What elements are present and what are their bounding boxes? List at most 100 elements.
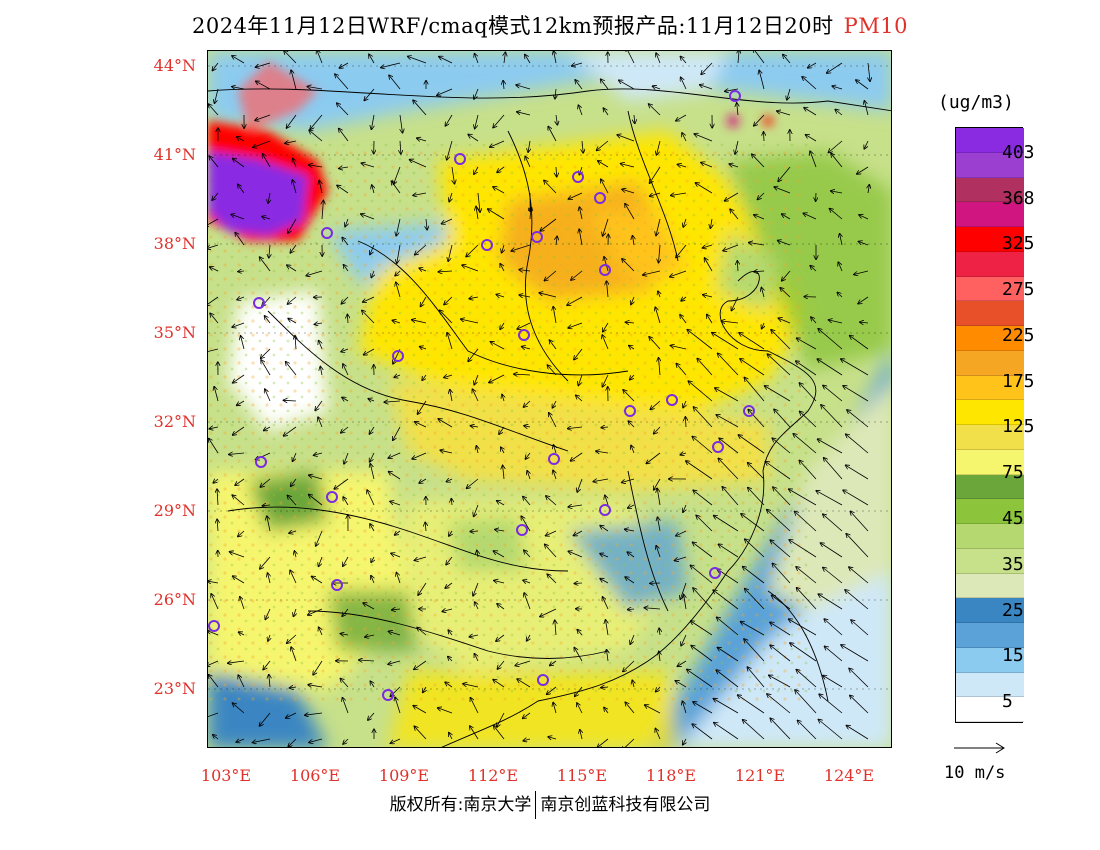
wind-arrow [818, 594, 843, 610]
wind-arrow [694, 134, 713, 142]
wind-arrow [743, 567, 765, 584]
wind-arrow [600, 526, 609, 532]
lon-label: 115°E [556, 766, 608, 785]
wind-arrow [265, 316, 271, 324]
wind-arrow [683, 738, 686, 745]
wind-arrow [364, 348, 375, 355]
wind-arrow [554, 51, 556, 64]
wind-arrow [288, 296, 297, 304]
colorbar-label: 325 [1002, 233, 1035, 254]
wind-arrow [493, 680, 505, 688]
wind-arrow [209, 427, 219, 429]
wind-arrow [767, 694, 791, 714]
wind-arrow [391, 553, 401, 558]
wind-arrow [649, 104, 661, 116]
wind-arrow [290, 244, 297, 253]
wind-arrow [342, 238, 349, 246]
wind-arrow [472, 389, 479, 402]
wind-arrow [462, 265, 479, 272]
wind-arrow [690, 565, 713, 584]
wind-arrow [287, 265, 297, 272]
wind-arrow [213, 479, 219, 483]
wind-arrow [703, 245, 713, 248]
wind-arrow [425, 522, 426, 532]
wind-arrow [447, 333, 453, 350]
wind-arrow [490, 140, 505, 147]
city-marker [599, 504, 611, 516]
wind-arrow [286, 712, 297, 718]
forecast-map[interactable] [207, 50, 892, 748]
wind-arrow [294, 551, 296, 558]
wind-arrow [470, 726, 479, 740]
wind-arrow [545, 544, 557, 558]
wind-arrow [293, 452, 297, 461]
wind-arrow [681, 634, 687, 646]
wind-arrow [392, 320, 401, 323]
wind-arrow [284, 426, 297, 436]
wind-arrow [261, 360, 271, 376]
wind-arrow [523, 580, 531, 583]
wind-arrow [630, 374, 635, 380]
wind-arrow [306, 270, 323, 276]
wind-arrow [210, 313, 219, 324]
wind-arrow [553, 703, 556, 714]
colorbar-label: 5 [1002, 691, 1013, 712]
wind-arrow [446, 556, 453, 565]
wind-arrow [634, 114, 635, 123]
wind-arrow [646, 452, 661, 464]
wind-arrow [238, 530, 245, 537]
wind-arrow [568, 192, 583, 199]
wind-arrow [625, 322, 635, 323]
wind-arrow [549, 340, 557, 350]
wind-arrow [717, 617, 739, 636]
wind-arrow [858, 296, 869, 304]
wind-arrow [556, 114, 557, 125]
colorbar-segment [956, 301, 1024, 326]
wind-arrow [497, 660, 505, 669]
wind-arrow [438, 708, 453, 714]
wind-arrow [466, 244, 479, 257]
wind-arrow [208, 218, 219, 227]
wind-arrow [396, 218, 401, 236]
wind-arrow [625, 529, 635, 531]
wind-arrow [772, 595, 791, 610]
wind-arrow [476, 207, 478, 220]
wind-arrow [370, 464, 375, 480]
wind-arrow [713, 590, 739, 610]
wind-arrow [555, 620, 556, 636]
wind-arrow [659, 628, 660, 636]
wind-arrow [262, 505, 271, 506]
wind-arrow [397, 244, 401, 263]
wind-arrow [474, 374, 479, 385]
wind-arrow [604, 708, 609, 714]
wind-arrow [371, 270, 374, 278]
wind-arrow [445, 582, 453, 588]
colorbar-label: 275 [1002, 279, 1035, 300]
wind-arrow [835, 110, 843, 116]
wind-arrow [725, 192, 739, 201]
wind-arrow [414, 556, 427, 560]
wind-arrow [829, 320, 843, 324]
wind-arrow [748, 488, 765, 506]
wind-arrow [308, 685, 323, 687]
wind-arrow [502, 395, 504, 402]
wind-arrow [522, 347, 531, 349]
wind-arrow [819, 694, 843, 714]
wind-arrow [208, 631, 219, 636]
wind-arrow [846, 434, 869, 454]
wind-arrow [697, 359, 713, 376]
wind-arrow [499, 426, 505, 434]
wind-arrow [525, 452, 531, 459]
wind-arrow [731, 296, 739, 311]
wind-arrow [580, 730, 582, 740]
wind-arrow [547, 365, 557, 376]
wind-arrow [497, 166, 505, 172]
wind-arrow [693, 702, 713, 714]
wind-arrow [446, 479, 453, 482]
colorbar-label: 25 [1002, 600, 1024, 621]
wind-arrow [550, 660, 557, 666]
city-marker [599, 264, 611, 276]
wind-arrow [808, 62, 817, 68]
colorbar-unit: (ug/m3) [938, 92, 1014, 113]
wind-arrow [238, 184, 245, 194]
